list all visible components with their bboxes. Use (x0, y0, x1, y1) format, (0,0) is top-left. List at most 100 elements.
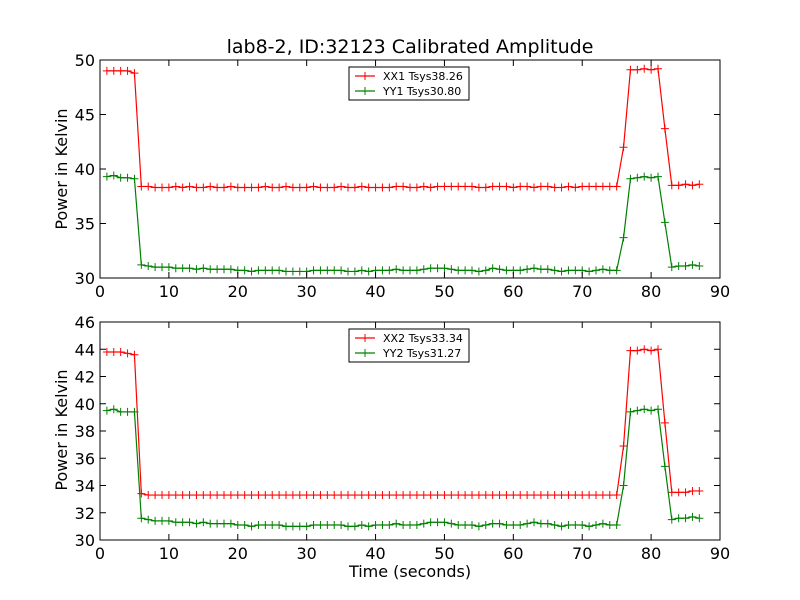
top-data-point (523, 182, 532, 191)
bottom-data-point (440, 491, 449, 500)
bottom-data-point (681, 514, 690, 523)
top-data-point (454, 182, 463, 191)
top-y-tick-label: 35 (75, 215, 95, 234)
bottom-data-point (495, 519, 504, 528)
top-x-tick-label: 90 (710, 282, 730, 301)
top-data-point (654, 172, 662, 181)
bottom-data-point (543, 491, 552, 500)
bottom-data-point (509, 491, 518, 500)
top-data-point (536, 265, 545, 274)
top-data-point (674, 262, 683, 271)
bottom-data-point (109, 405, 118, 414)
bottom-data-point (295, 491, 304, 500)
x-axis-label: Time (seconds) (348, 562, 471, 581)
top-data-point (192, 183, 201, 192)
bottom-data-point (454, 521, 463, 530)
top-data-point (213, 183, 222, 192)
top-data-point (447, 265, 456, 274)
bottom-y-tick-label: 40 (75, 395, 95, 414)
top-data-point (275, 183, 284, 192)
bottom-data-point (309, 521, 318, 530)
top-data-point (337, 182, 346, 191)
bottom-data-point (523, 519, 532, 528)
top-data-point (440, 182, 449, 191)
bottom-data-point (337, 521, 346, 530)
top-data-point (323, 266, 332, 275)
bottom-data-point (433, 491, 442, 500)
bottom-data-point (598, 519, 607, 528)
bottom-data-point (571, 521, 580, 530)
top-x-tick-label: 30 (296, 282, 316, 301)
top-data-point (337, 266, 346, 275)
bottom-data-point (406, 491, 414, 500)
bottom-legend-box (348, 328, 470, 363)
bottom-data-point (633, 346, 642, 355)
top-legend: XX1 Tsys38.26 YY1 Tsys30.80 (348, 66, 470, 101)
top-data-point (206, 265, 215, 274)
bottom-data-point (385, 491, 394, 500)
top-data-point (392, 182, 401, 191)
top-data-point (626, 174, 635, 183)
bottom-data-point (309, 491, 318, 500)
bottom-data-point (123, 349, 132, 358)
bottom-data-point (419, 491, 428, 500)
bottom-data-point (233, 521, 242, 530)
top-data-point (474, 183, 483, 192)
top-data-point (226, 182, 235, 191)
bottom-data-point (323, 491, 332, 500)
bottom-data-point (399, 521, 408, 530)
top-data-point (220, 265, 228, 274)
top-data-point (550, 266, 559, 275)
bottom-data-point (171, 518, 180, 527)
bottom-data-point (288, 522, 297, 531)
bottom-data-point (330, 491, 339, 500)
top-data-point (275, 266, 284, 275)
top-data-point (399, 266, 408, 275)
top-series-1 (102, 171, 704, 276)
top-data-point (350, 183, 359, 192)
top-data-point (612, 182, 621, 191)
bottom-data-point (109, 347, 118, 356)
bottom-x-tick-label: 60 (503, 544, 523, 563)
top-data-point (509, 183, 518, 192)
top-data-point (199, 264, 208, 273)
top-data-point (571, 183, 580, 192)
top-x-tick-label: 70 (572, 282, 592, 301)
top-data-point (116, 66, 125, 75)
bottom-data-point (488, 491, 497, 500)
top-data-point (220, 183, 228, 192)
bottom-y-tick-label: 32 (75, 504, 95, 523)
bottom-data-point (247, 522, 256, 531)
bottom-x-tick-label: 80 (641, 544, 661, 563)
bottom-data-point (171, 491, 180, 500)
bottom-data-point (213, 519, 222, 528)
bottom-legend-label-1: YY2 Tsys31.27 (382, 347, 461, 360)
bottom-data-point (240, 521, 249, 530)
bottom-data-point (433, 518, 442, 527)
bottom-data-point (585, 522, 594, 531)
bottom-data-point (233, 491, 242, 500)
top-data-point (592, 266, 600, 275)
top-data-point (681, 180, 690, 189)
top-data-point (530, 264, 538, 273)
bottom-data-point (288, 491, 297, 500)
top-data-point (316, 266, 325, 275)
bottom-data-point (164, 516, 173, 525)
top-data-point (240, 266, 249, 275)
top-data-point (385, 183, 394, 192)
top-data-point (164, 183, 173, 192)
bottom-data-point (412, 491, 421, 500)
bottom-data-point (282, 491, 290, 500)
bottom-data-point (392, 491, 401, 500)
top-data-point (192, 265, 201, 274)
top-x-tick-label: 60 (503, 282, 523, 301)
top-data-point (288, 267, 297, 276)
top-y-axis-label: Power in Kelvin (52, 108, 71, 229)
bottom-data-point (240, 491, 249, 500)
top-data-point (640, 172, 649, 181)
bottom-data-point (495, 491, 504, 500)
top-data-point (516, 266, 525, 275)
bottom-data-point (412, 521, 421, 530)
top-plot-panel: 0 10 20 30 40 50 60 70 80 90 30 35 40 45 50 XX1 Tsys38.… (75, 51, 731, 301)
